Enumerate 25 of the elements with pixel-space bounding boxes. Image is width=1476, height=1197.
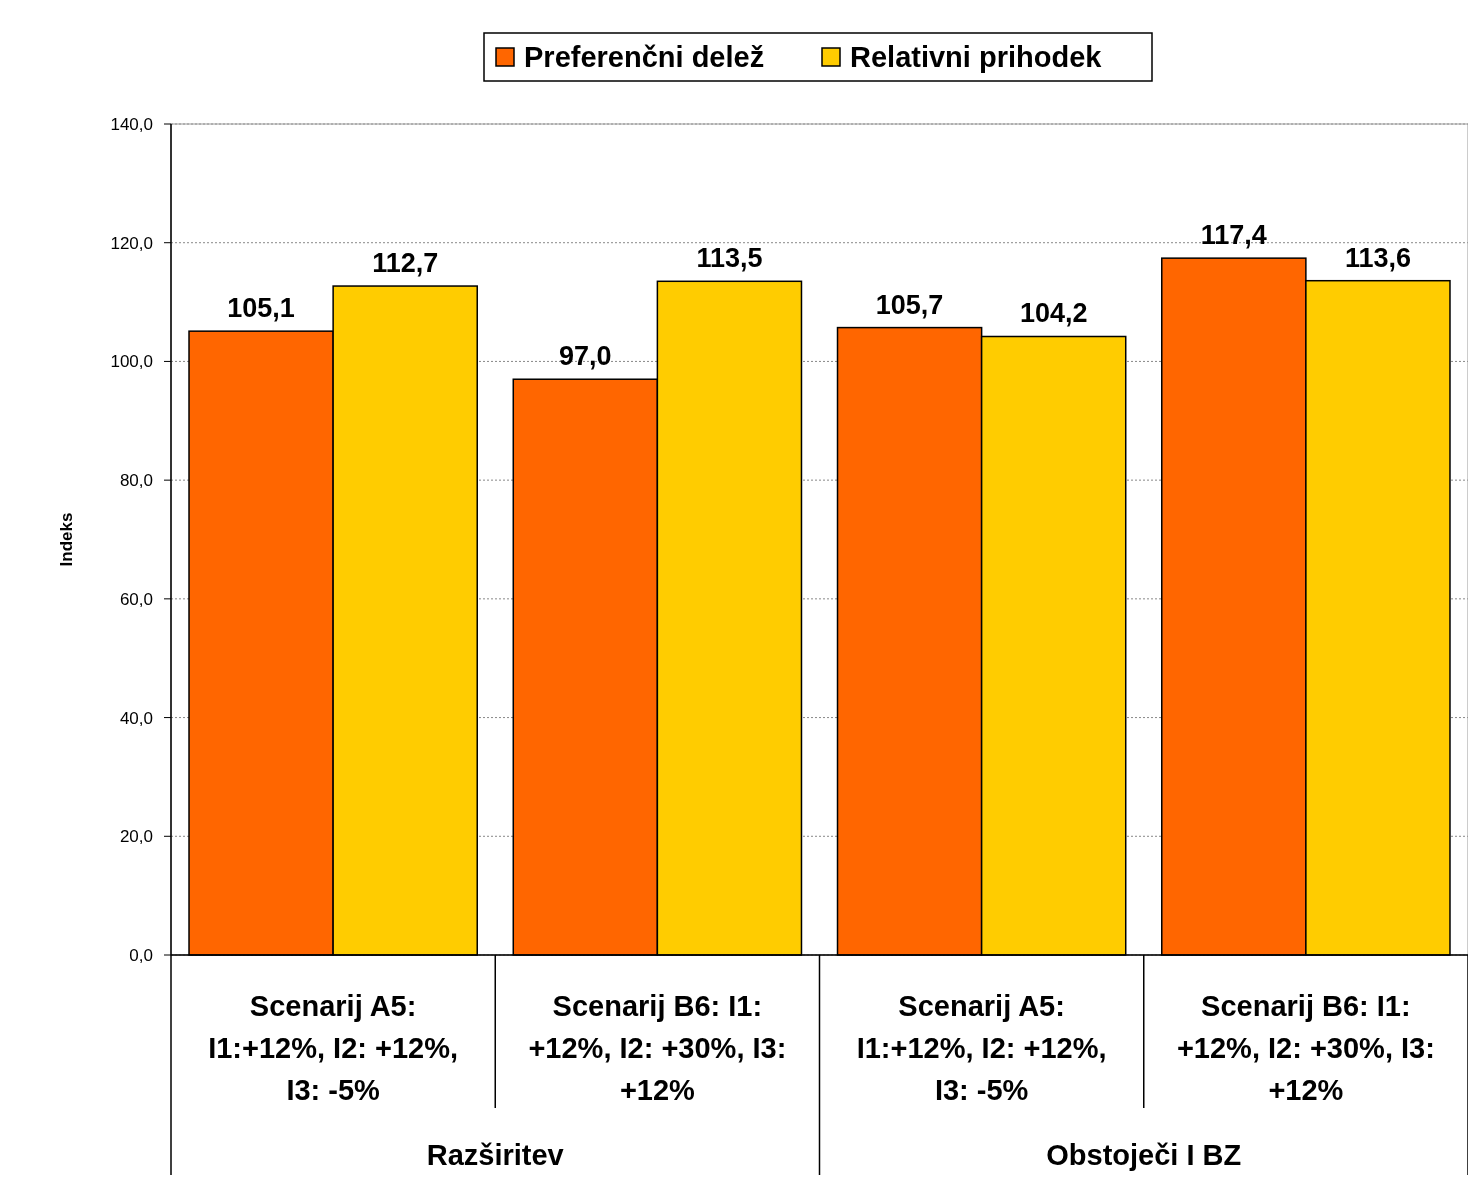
- y-tick-label: 120,0: [110, 233, 153, 253]
- text: Obstoječi I BZ: [1046, 1139, 1242, 1171]
- x-tick-label: Scenarij B6: I1: +12%, I2: +30%, I3: +12%: [1176, 990, 1435, 1106]
- x-tick-label: Scenarij B6: I1: +12%, I2: +30%, I3: +12%: [528, 990, 787, 1106]
- data-label: 104,2: [1019, 298, 1088, 329]
- text: Razširitev: [426, 1139, 564, 1171]
- data-label: 105,1: [227, 293, 295, 324]
- y-axis-title: Indeks: [57, 512, 76, 567]
- data-label: 105,7: [875, 289, 944, 320]
- y-tick-label: 140,0: [110, 114, 153, 134]
- data-label: 97,0: [559, 341, 612, 372]
- y-tick-label: 80,0: [119, 471, 153, 491]
- data-label: 113,6: [1344, 242, 1411, 273]
- y-tick-label: 20,0: [119, 827, 153, 847]
- data-label: 113,5: [696, 243, 763, 274]
- y-tick-label: 40,0: [119, 708, 153, 728]
- legend-label: Preferenčni delež: [524, 41, 765, 74]
- data-label: 117,4: [1200, 220, 1267, 251]
- y-tick-label: 100,0: [110, 352, 153, 372]
- y-tick-label: 0,0: [129, 945, 153, 965]
- legend-label: Relativni prihodek: [850, 41, 1103, 74]
- y-tick-label: 60,0: [119, 589, 153, 609]
- x-tick-label: Scenarij A5: I1:+12%, I2: +12%, I3: -5%: [856, 990, 1107, 1106]
- x-tick-label: Scenarij A5: I1:+12%, I2: +12%, I3: -5%: [208, 990, 459, 1106]
- data-label: 112,7: [372, 248, 439, 279]
